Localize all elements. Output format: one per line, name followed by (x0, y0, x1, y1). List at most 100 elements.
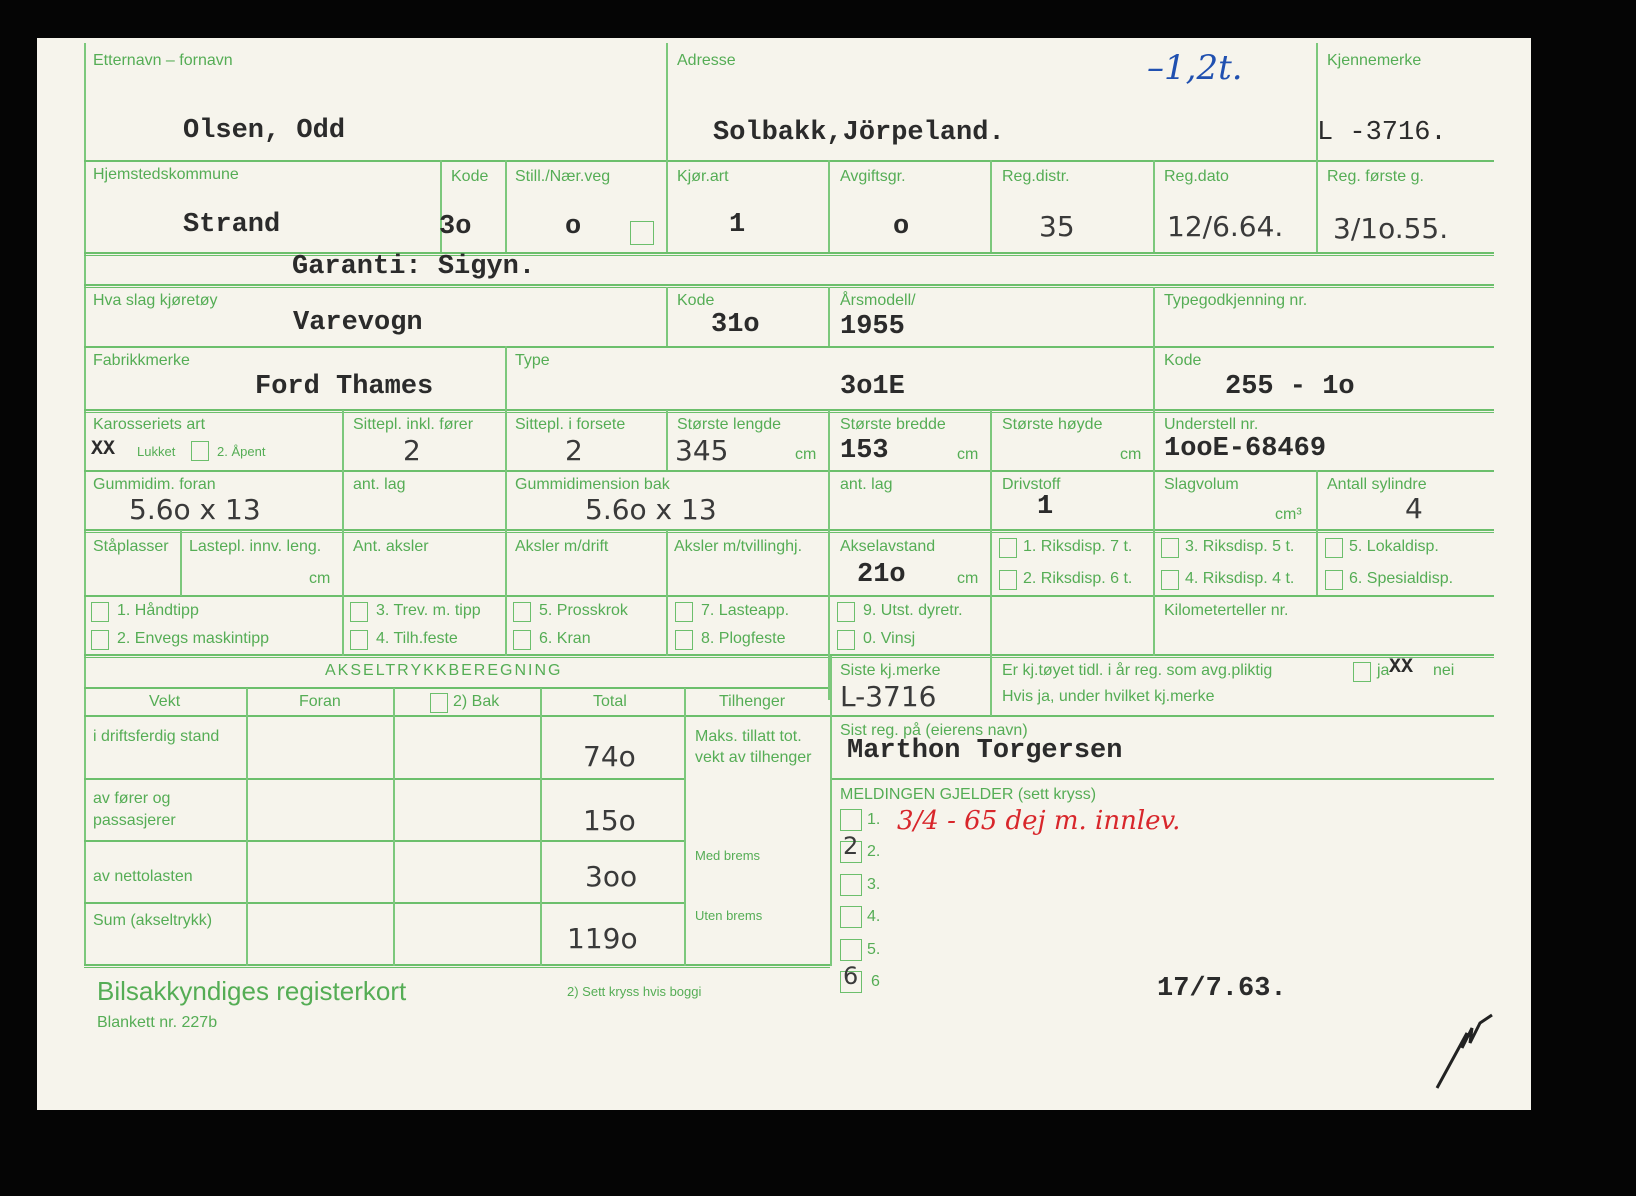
message2-mark: 2 (843, 832, 859, 860)
label-still: Still./Nær.veg (515, 168, 611, 185)
value-vehicle-type: Varevogn (293, 308, 423, 338)
yes-checkbox[interactable] (1353, 662, 1371, 682)
label-max-length: Største lengde (677, 416, 782, 433)
message3-checkbox[interactable] (840, 874, 862, 896)
label-open: 2. Åpent (217, 444, 266, 459)
eq2-checkbox[interactable] (91, 630, 109, 650)
rule (84, 160, 1494, 162)
rule (990, 656, 992, 716)
col-total: Total (593, 693, 627, 710)
label-make: Fabrikkmerke (93, 352, 190, 369)
rule (684, 688, 686, 966)
label-reg-mark: Kjennemerke (1327, 52, 1422, 69)
rule (84, 409, 1494, 413)
label-axles-drive: Aksler m/drift (515, 538, 609, 555)
col-trailer: Tilhenger (719, 693, 786, 710)
label-chassis: Understell nr. (1164, 416, 1259, 433)
eq5-checkbox[interactable] (513, 602, 531, 622)
rule (84, 654, 1494, 658)
label-standing: Ståplasser (93, 538, 169, 555)
label-axles-twin: Aksler m/tvillinghj. (674, 538, 803, 555)
col-front: Foran (299, 693, 341, 710)
eq0-checkbox[interactable] (837, 630, 855, 650)
disp5-checkbox[interactable] (1325, 538, 1343, 558)
message2-checkbox[interactable] (840, 841, 862, 863)
rule (1153, 160, 1155, 252)
value-date: 17/7.63. (1157, 974, 1287, 1004)
eq4-checkbox[interactable] (350, 630, 368, 650)
total-value: 3oo (585, 860, 638, 893)
value-name: Olsen, Odd (183, 116, 346, 146)
label-odometer: Kilometerteller nr. (1164, 602, 1289, 619)
message1-checkbox[interactable] (840, 809, 862, 831)
value-regdistr: 35 (1039, 210, 1075, 243)
open-checkbox[interactable] (191, 441, 209, 461)
label-code3: Kode (1164, 352, 1202, 369)
unit-cm: cm (957, 446, 979, 463)
rule (830, 715, 1494, 717)
label-fuel: Drivstoff (1002, 476, 1061, 493)
rule (84, 778, 684, 780)
disp6-checkbox[interactable] (1325, 570, 1343, 590)
footnote: 2) Sett kryss hvis boggi (567, 984, 702, 999)
value-chassis: 1ooE-68469 (1164, 434, 1327, 464)
rule (84, 252, 1494, 256)
label-eq3: 3. Trev. m. tipp (376, 602, 481, 619)
label-code2: Kode (677, 292, 715, 309)
rule (84, 902, 684, 904)
value-max-length: 345 (675, 434, 729, 467)
row-label: av fører og passasjerer (93, 790, 176, 829)
label-max-width: Største bredde (840, 416, 946, 433)
unit-cm: cm (957, 570, 979, 587)
label-m5: 5. (867, 941, 881, 958)
label-yes: ja (1377, 662, 1390, 679)
bogie-checkbox[interactable] (430, 693, 448, 713)
rule (342, 410, 344, 656)
value-wheelbase: 21o (857, 560, 906, 590)
rule (84, 964, 830, 968)
label-regdistr: Reg.distr. (1002, 168, 1070, 185)
rule (84, 284, 1494, 288)
rule (1153, 287, 1155, 656)
still-checkbox[interactable] (630, 221, 654, 245)
total-value: 119o (567, 922, 638, 955)
eq8-checkbox[interactable] (675, 630, 693, 650)
disp4-checkbox[interactable] (1161, 570, 1179, 590)
label-eq1: 1. Håndtipp (117, 602, 199, 619)
label-eq6: 6. Kran (539, 630, 591, 647)
eq9-checkbox[interactable] (837, 602, 855, 622)
value-model-year: 1955 (840, 312, 905, 342)
eq7-checkbox[interactable] (675, 602, 693, 622)
label-regforste: Reg. første g. (1327, 168, 1424, 185)
rule (505, 410, 507, 656)
label-displacement: Slagvolum (1164, 476, 1239, 493)
rule (666, 160, 668, 252)
disp2-checkbox[interactable] (999, 570, 1017, 590)
label-with-brakes: Med brems (695, 848, 761, 863)
label-layers2: ant. lag (840, 476, 893, 493)
label-type-approval: Typegodkjenning nr. (1164, 292, 1308, 309)
label-last-mark: Siste kj.merke (840, 662, 941, 679)
eq6-checkbox[interactable] (513, 630, 531, 650)
value-last-mark: L-3716 (840, 680, 937, 713)
disp1-checkbox[interactable] (999, 538, 1017, 558)
message5-checkbox[interactable] (840, 939, 862, 961)
label-message: MELDINGEN GJELDER (sett kryss) (840, 786, 1097, 803)
message6-checkbox[interactable] (840, 971, 862, 993)
value-code: 3o (439, 212, 472, 242)
message4-checkbox[interactable] (840, 906, 862, 928)
rule (393, 688, 395, 966)
eq1-checkbox[interactable] (91, 602, 109, 622)
label-axles: Ant. aksler (353, 538, 429, 555)
eq3-checkbox[interactable] (350, 602, 368, 622)
value-regdato: 12/6.64. (1167, 210, 1284, 243)
disp3-checkbox[interactable] (1161, 538, 1179, 558)
label-disp4: 4. Riksdisp. 4 t. (1185, 570, 1295, 587)
signature (1435, 1013, 1493, 1089)
value-kjorart: 1 (729, 210, 746, 240)
label-m6: 6 (871, 973, 880, 990)
rule (84, 687, 830, 689)
label-eq7: 7. Lasteapp. (701, 602, 790, 619)
label-disp3: 3. Riksdisp. 5 t. (1185, 538, 1295, 555)
rule (830, 656, 832, 966)
